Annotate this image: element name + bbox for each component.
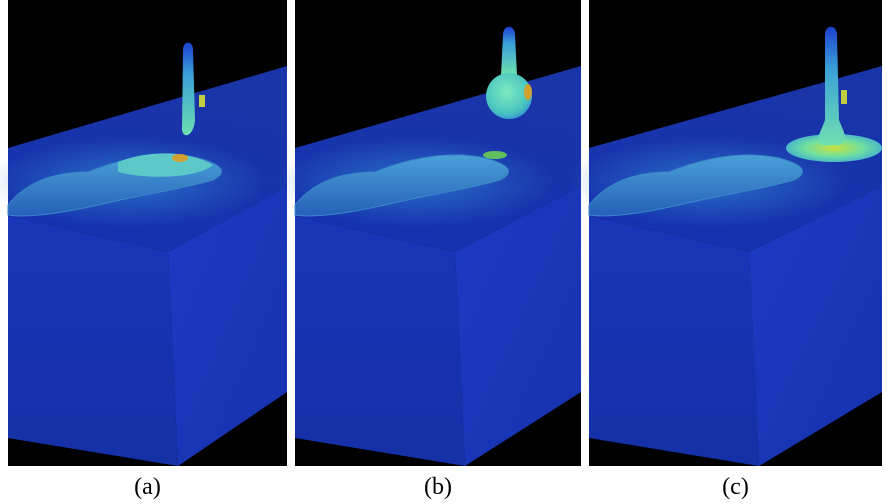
caption: (c) bbox=[722, 474, 749, 500]
caption: (b) bbox=[424, 474, 452, 500]
wire-blob bbox=[841, 90, 847, 104]
front-face bbox=[295, 216, 465, 466]
hot-spot bbox=[483, 151, 507, 159]
panel bbox=[569, 0, 882, 466]
wire bbox=[182, 43, 195, 136]
droplet-spot bbox=[524, 84, 532, 100]
wire bbox=[501, 27, 517, 75]
front-face bbox=[589, 216, 759, 466]
front-face bbox=[8, 216, 178, 466]
panel bbox=[0, 0, 287, 466]
wire-blob bbox=[199, 95, 205, 107]
figure: (a) (b) (c) bbox=[0, 0, 887, 504]
caption: (a) bbox=[134, 474, 161, 500]
hot-spot bbox=[172, 154, 188, 162]
panel bbox=[275, 0, 581, 466]
